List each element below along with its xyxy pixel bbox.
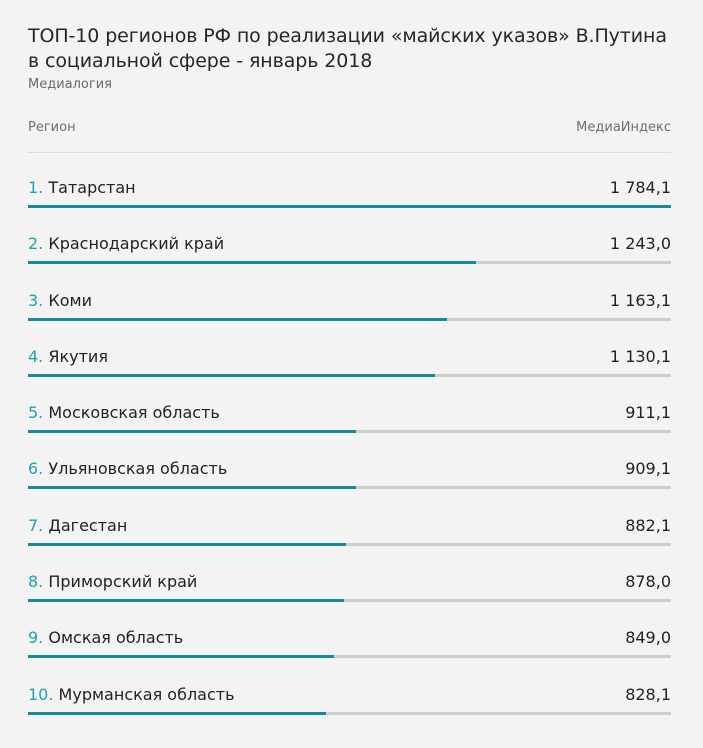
- bar-row: 5. Московская область 911,1: [28, 378, 671, 434]
- bar: [28, 599, 345, 603]
- rank-number: 8.: [28, 572, 44, 592]
- rank-number: 1.: [28, 178, 44, 197]
- rank-number: 5.: [28, 403, 44, 423]
- bar-label: 6. Ульяновская область: [28, 459, 227, 478]
- bar-label: 9. Омская область: [28, 628, 183, 647]
- bar-track: [28, 486, 671, 490]
- bar-label: 10. Мурманская область: [28, 685, 235, 704]
- region-name: Московская область: [48, 403, 220, 423]
- bar-row: 1. Татарстан 1 784,1: [28, 153, 671, 209]
- region-name: Коми: [48, 290, 92, 310]
- bar-track: [28, 599, 671, 603]
- bar: [28, 711, 327, 715]
- bar: [28, 542, 346, 546]
- bar-label: 1. Татарстан: [28, 178, 136, 197]
- bar-row: 10. Мурманская область 828,1: [28, 660, 671, 716]
- region-name: Мурманская область: [58, 684, 235, 704]
- bar-row: 8. Приморский край 878,0: [28, 547, 671, 603]
- bar-track: [28, 542, 671, 546]
- rank-number: 6.: [28, 459, 44, 479]
- rank-number: 3.: [28, 290, 44, 310]
- bar: [28, 261, 476, 265]
- header-divider: [28, 152, 671, 153]
- bar-value-label: 849,0: [625, 628, 671, 648]
- region-name: Краснодарский край: [48, 234, 225, 254]
- bar: [28, 317, 448, 321]
- bar-track: [28, 430, 671, 434]
- bar: [28, 655, 334, 659]
- bar-value-label: 1 130,1: [609, 346, 671, 366]
- bar-value-label: 909,1: [625, 459, 671, 479]
- column-header-mediaindex: МедиаИндекс: [576, 120, 671, 135]
- chart-source: Медиалогия: [28, 77, 112, 92]
- bar-value-label: 882,1: [625, 515, 671, 535]
- region-name: Дагестан: [48, 515, 128, 535]
- region-name: Якутия: [48, 346, 108, 366]
- bar-track: [28, 711, 671, 715]
- bar-label: 4. Якутия: [28, 347, 108, 366]
- rank-number: 10.: [28, 684, 54, 704]
- region-name: Омская область: [48, 628, 184, 648]
- bar-list: 1. Татарстан 1 784,1 2. Краснодарский край…: [28, 153, 671, 716]
- rank-number: 4.: [28, 346, 44, 366]
- bar-track: [28, 317, 671, 321]
- bar-track: [28, 205, 671, 208]
- region-name: Ульяновская область: [48, 459, 228, 479]
- bar: [28, 205, 671, 208]
- bar: [28, 430, 357, 434]
- bar-value-label: 911,1: [625, 403, 671, 423]
- bar-track: [28, 373, 671, 377]
- bar-value-label: 1 243,0: [609, 234, 671, 254]
- bar-value-label: 878,0: [625, 572, 671, 592]
- bar-track: [28, 261, 671, 265]
- bar-value-label: 1 163,1: [609, 290, 671, 310]
- bar-label: 7. Дагестан: [28, 516, 127, 535]
- bar-row: 7. Дагестан 882,1: [28, 491, 671, 547]
- bar-value-label: 828,1: [625, 684, 671, 704]
- bar-row: 2. Краснодарский край 1 243,0: [28, 209, 671, 265]
- rank-number: 7.: [28, 515, 44, 535]
- bar-row: 9. Омская область 849,0: [28, 603, 671, 659]
- column-header-region: Регион: [28, 120, 76, 135]
- bar-row: 6. Ульяновская область 909,1: [28, 434, 671, 490]
- bar-track: [28, 655, 671, 659]
- region-name: Приморский край: [48, 572, 198, 592]
- bar: [28, 486, 356, 490]
- bar-label: 2. Краснодарский край: [28, 234, 224, 253]
- bar: [28, 373, 436, 377]
- bar-value-label: 1 784,1: [609, 178, 671, 197]
- bar-row: 3. Коми 1 163,1: [28, 266, 671, 322]
- chart-title: ТОП-10 регионов РФ по реализации «майски…: [28, 25, 667, 72]
- region-name: Татарстан: [48, 178, 136, 197]
- bar-label: 8. Приморский край: [28, 572, 197, 591]
- bar-label: 3. Коми: [28, 291, 92, 310]
- bar-label: 5. Московская область: [28, 403, 220, 422]
- bar-row: 4. Якутия 1 130,1: [28, 322, 671, 378]
- rank-number: 2.: [28, 234, 44, 254]
- rank-number: 9.: [28, 628, 44, 648]
